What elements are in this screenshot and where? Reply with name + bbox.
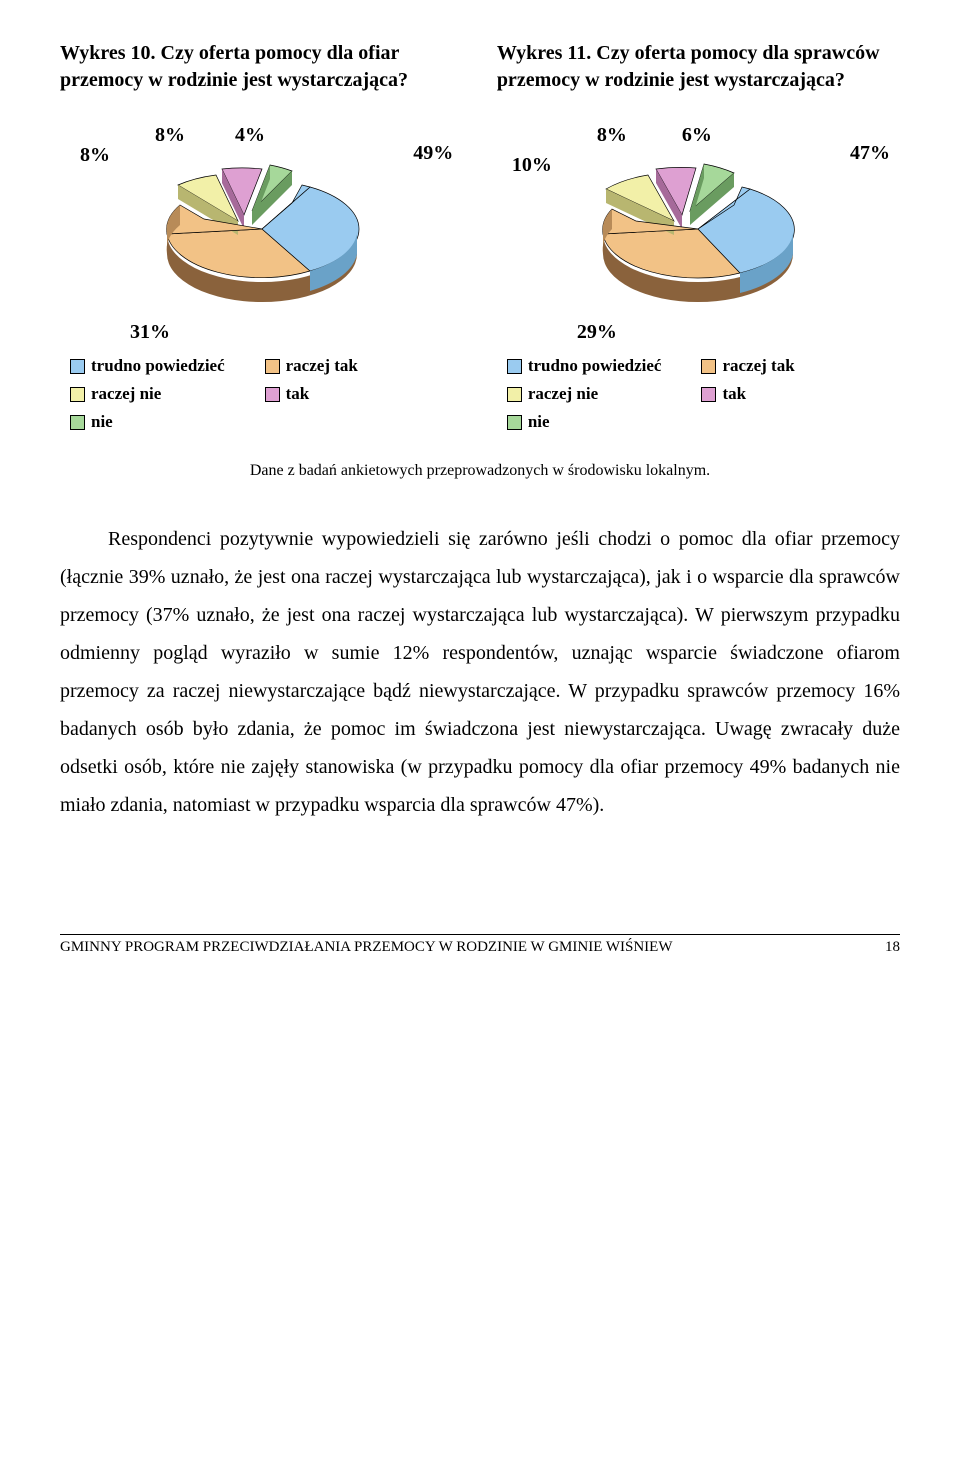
- swatch-icon: [70, 415, 85, 430]
- page-footer: GMINNY PROGRAM PRZECIWDZIAŁANIA PRZEMOCY…: [60, 934, 900, 956]
- swatch-icon: [70, 359, 85, 374]
- pct-tak-right: 47%: [850, 142, 890, 165]
- pct-trudno-right: 10%: [512, 154, 552, 177]
- pct-raczejnie-right: 6%: [682, 124, 712, 147]
- swatch-icon: [265, 359, 280, 374]
- legend-label: trudno powiedzieć: [528, 356, 662, 376]
- legend-label: raczej nie: [91, 384, 161, 404]
- swatch-icon: [701, 387, 716, 402]
- body-paragraph: Respondenci pozytywnie wypowiedzieli się…: [60, 520, 900, 824]
- pct-raczejnie-left: 4%: [235, 124, 265, 147]
- legend-label: nie: [91, 412, 113, 432]
- legend-item: trudno powiedzieć: [507, 356, 662, 376]
- swatch-icon: [70, 387, 85, 402]
- legend-item: tak: [701, 384, 794, 404]
- swatch-icon: [701, 359, 716, 374]
- chart-left: 8% 8% 4% 49% 31% trudno powiedzieć racze…: [60, 124, 463, 432]
- legend-item: nie: [70, 412, 225, 432]
- legend-label: tak: [722, 384, 746, 404]
- legend-label: trudno powiedzieć: [91, 356, 225, 376]
- legend-item: trudno powiedzieć: [70, 356, 225, 376]
- pct-raczejtak-left: 8%: [155, 124, 185, 147]
- legend-left: trudno powiedzieć raczej tak raczej nie …: [60, 356, 463, 432]
- footer-page-number: 18: [885, 939, 900, 956]
- legend-label: raczej tak: [722, 356, 794, 376]
- pie-left: 8% 8% 4% 49% 31%: [60, 124, 463, 344]
- legend-item: tak: [265, 384, 358, 404]
- legend-label: raczej tak: [286, 356, 358, 376]
- pct-nie-left: 31%: [130, 321, 170, 344]
- swatch-icon: [507, 359, 522, 374]
- footer-title: GMINNY PROGRAM PRZECIWDZIAŁANIA PRZEMOCY…: [60, 939, 672, 956]
- legend-label: tak: [286, 384, 310, 404]
- pct-tak-left: 49%: [413, 142, 453, 165]
- pie-right: 10% 8% 6% 47% 29%: [497, 124, 900, 344]
- chart-right: 10% 8% 6% 47% 29% trudno powiedzieć racz…: [497, 124, 900, 432]
- chart-caption: Dane z badań ankietowych przeprowadzonyc…: [60, 462, 900, 480]
- legend-item: raczej nie: [507, 384, 662, 404]
- chart-right-title: Wykres 11. Czy oferta pomocy dla sprawcó…: [497, 40, 900, 94]
- pct-nie-right: 29%: [577, 321, 617, 344]
- swatch-icon: [265, 387, 280, 402]
- legend-right: trudno powiedzieć raczej tak raczej nie …: [497, 356, 900, 432]
- legend-item: nie: [507, 412, 662, 432]
- legend-item: raczej tak: [701, 356, 794, 376]
- legend-item: raczej nie: [70, 384, 225, 404]
- chart-left-title: Wykres 10. Czy oferta pomocy dla ofiar p…: [60, 40, 463, 94]
- legend-label: nie: [528, 412, 550, 432]
- pct-trudno-left: 8%: [80, 144, 110, 167]
- legend-item: raczej tak: [265, 356, 358, 376]
- legend-label: raczej nie: [528, 384, 598, 404]
- swatch-icon: [507, 387, 522, 402]
- swatch-icon: [507, 415, 522, 430]
- pct-raczejtak-right: 8%: [597, 124, 627, 147]
